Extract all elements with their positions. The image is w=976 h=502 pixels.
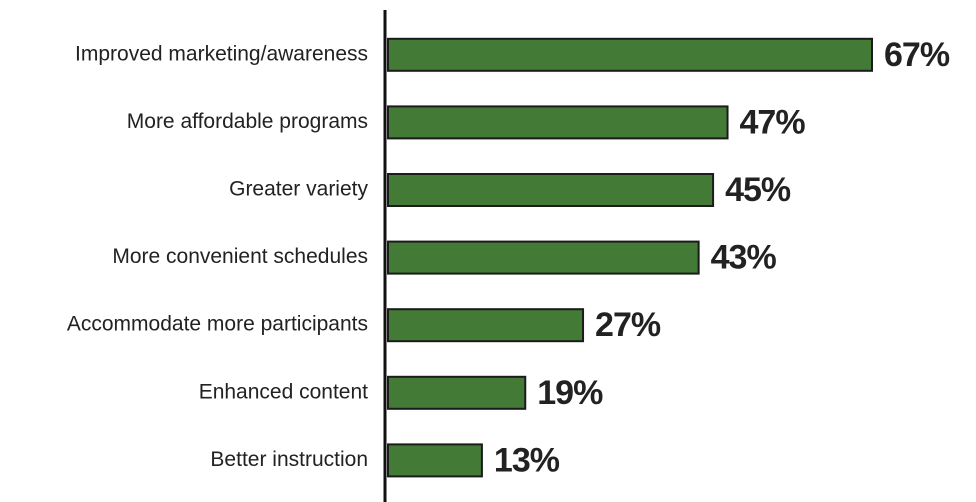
category-label: Better instruction	[210, 448, 368, 471]
value-label: 27%	[595, 306, 661, 344]
category-label: Accommodate more participants	[67, 313, 368, 336]
value-label: 43%	[711, 239, 777, 277]
bar	[387, 105, 729, 140]
bar	[387, 375, 527, 410]
category-label: Greater variety	[229, 178, 368, 201]
category-label: More affordable programs	[127, 110, 368, 133]
value-label: 13%	[494, 441, 560, 479]
bar	[387, 443, 483, 478]
bar	[387, 173, 715, 207]
category-label: Enhanced content	[199, 380, 368, 403]
bar	[387, 37, 873, 72]
value-label: 67%	[884, 36, 950, 74]
value-label: 45%	[725, 171, 791, 209]
bar	[387, 308, 585, 343]
value-label: 19%	[537, 374, 603, 412]
bar	[387, 240, 700, 275]
category-label: Improved marketing/awareness	[75, 42, 368, 65]
value-label: 47%	[740, 103, 806, 141]
category-label: More convenient schedules	[112, 245, 368, 268]
